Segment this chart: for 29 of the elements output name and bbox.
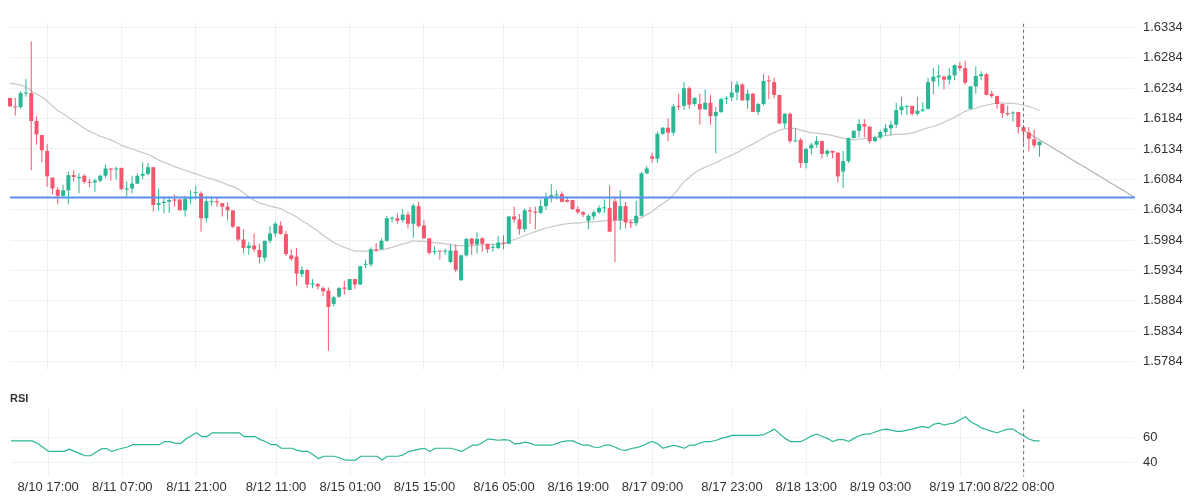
x-tick-label: 8/19 17:00 xyxy=(929,478,991,494)
y-tick-label: 1.5834 xyxy=(1143,322,1183,338)
x-tick-label: 8/15 15:00 xyxy=(393,478,456,494)
x-tick-label: 8/16 05:00 xyxy=(473,478,535,494)
x-tick-label: 8/11 21:00 xyxy=(166,478,227,494)
y-tick-label: 1.6334 xyxy=(1143,19,1183,35)
y-tick-label: 1.5784 xyxy=(1143,353,1183,369)
y-tick-label: 1.6084 xyxy=(1143,170,1183,186)
x-tick-label: 8/18 13:00 xyxy=(775,478,838,494)
y-tick-label: 1.6234 xyxy=(1143,79,1183,95)
x-tick-label: 8/17 23:00 xyxy=(701,478,763,494)
y-tick-label: 40 xyxy=(1143,454,1158,470)
y-tick-label: 1.6134 xyxy=(1143,140,1183,156)
y-tick-label: 1.6034 xyxy=(1143,201,1183,217)
y-tick-label: 60 xyxy=(1143,428,1158,444)
x-tick-label: 8/10 17:00 xyxy=(17,478,79,494)
y-tick-label: 1.6284 xyxy=(1143,49,1183,65)
y-tick-label: 1.5984 xyxy=(1143,231,1183,247)
x-tick-label: 8/19 03:00 xyxy=(849,478,912,494)
y-tick-label: 1.5884 xyxy=(1143,292,1183,308)
x-tick-label: 8/11 07:00 xyxy=(92,478,153,494)
x-tick-label: 8/15 01:00 xyxy=(319,478,382,494)
x-tick-label: 8/17 09:00 xyxy=(621,478,684,494)
x-tick-label: 8/16 19:00 xyxy=(547,478,610,494)
y-tick-label: 1.5934 xyxy=(1143,262,1183,278)
x-tick-label: 8/12 11:00 xyxy=(245,478,307,494)
y-tick-label: 1.6184 xyxy=(1143,110,1183,126)
chart-title: RSI xyxy=(10,391,29,404)
x-tick-label: 8/22 08:00 xyxy=(992,478,1055,494)
